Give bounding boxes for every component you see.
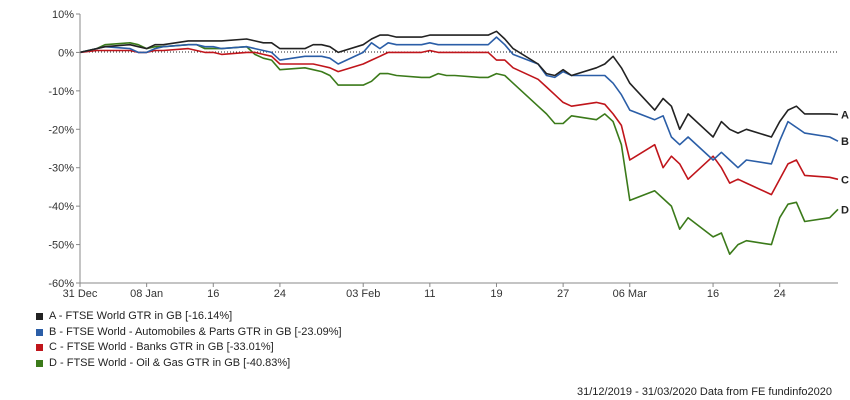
x-tick-label: 19 [490,288,502,300]
x-tick-label: 06 Mar [613,288,648,300]
legend-label-d: D - FTSE World - Oil & Gas GTR in GB [-4… [49,356,291,369]
y-tick-label: -20% [48,124,74,136]
legend-swatch-d [36,359,43,367]
y-tick-label: -40% [48,201,74,213]
x-tick-label: 11 [424,288,435,300]
legend-item-d: D - FTSE World - Oil & Gas GTR in GB [-4… [36,356,342,372]
x-tick-label: 31 Dec [63,288,98,300]
legend-label-c: C - FTSE World - Banks GTR in GB [-33.01… [49,341,274,354]
legend-swatch-a [36,313,43,321]
legend-item-c: C - FTSE World - Banks GTR in GB [-33.01… [36,340,342,356]
y-tick-label: -60% [48,278,74,290]
series-line-d [79,41,839,255]
series-end-label-d: D [841,204,849,216]
series-line-b [79,36,839,169]
x-tick-label: 24 [274,288,286,300]
y-tick-label: -50% [48,240,74,252]
series-end-label-b: B [841,136,849,148]
y-tick-label: -10% [48,86,74,98]
legend-item-b: B - FTSE World - Automobiles & Parts GTR… [36,325,342,341]
y-tick-label: 0% [58,47,74,59]
series-end-label-c: C [841,174,849,186]
legend-swatch-c [36,344,43,352]
legend-swatch-b [36,328,43,336]
data-source-footer: 31/12/2019 - 31/03/2020 Data from FE fun… [576,386,832,398]
legend-label-b: B - FTSE World - Automobiles & Parts GTR… [49,325,342,338]
legend-label-a: A - FTSE World GTR in GB [-16.14%] [49,310,233,323]
x-tick-label: 16 [207,288,219,300]
x-tick-label: 27 [557,288,569,300]
x-tick-label: 03 Feb [346,288,380,300]
series-line-a [79,30,839,138]
series-end-label-a: A [841,109,849,121]
x-tick-label: 24 [774,288,786,300]
series-line-c [79,47,839,196]
series-layer [79,30,839,255]
x-axis-ticks: 31 Dec 08 Jan 16 24 03 Feb 11 19 27 06 Mar 16 24 [63,283,786,300]
y-axis-ticks: 10% 0% -10% -20% -30% -40% -50% -60% [48,9,80,290]
x-tick-label: 16 [707,288,719,300]
x-tick-label: 08 Jan [130,288,163,300]
y-tick-label: -30% [48,163,74,175]
legend: A - FTSE World GTR in GB [-16.14%] B - F… [36,309,342,371]
series-end-labels: A B C D [841,109,849,216]
legend-item-a: A - FTSE World GTR in GB [-16.14%] [36,309,342,325]
y-tick-label: 10% [52,9,74,21]
